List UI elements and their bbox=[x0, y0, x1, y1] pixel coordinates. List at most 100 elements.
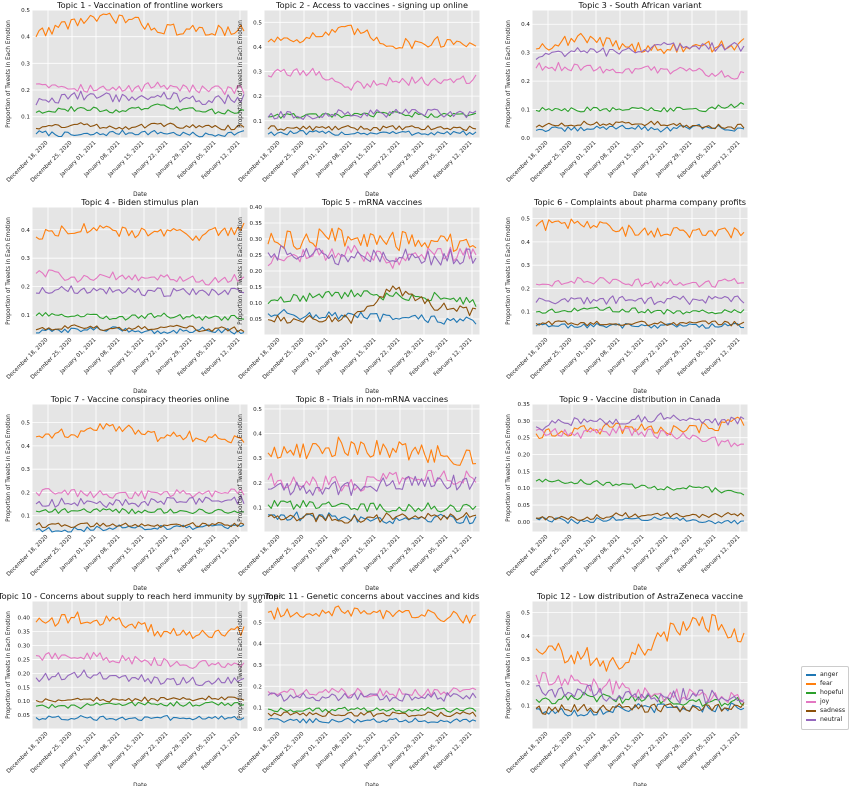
y-tick-label: 0.30 bbox=[518, 419, 531, 425]
legend-label-joy: joy bbox=[820, 698, 830, 705]
legend-label-neutral: neutral bbox=[820, 716, 843, 723]
series-line-anger bbox=[35, 129, 245, 138]
legend-item-sadness: sadness bbox=[806, 706, 848, 715]
series-line-joy bbox=[35, 488, 245, 500]
y-tick-label: 0.1 bbox=[521, 704, 530, 710]
series-line-sadness bbox=[35, 695, 245, 703]
series-line-hopeful bbox=[267, 706, 477, 713]
x-tick-label: December 18, 2020 bbox=[506, 534, 550, 578]
series-line-anger bbox=[535, 123, 745, 133]
x-tick-label: December 25, 2020 bbox=[530, 140, 574, 184]
series-line-sadness bbox=[267, 512, 477, 524]
y-axis-label: Proportion of Tweets in Each Emotion bbox=[238, 20, 244, 128]
y-tick-label: 0.20 bbox=[518, 453, 531, 459]
y-tick-label: 0.4 bbox=[253, 642, 262, 648]
y-tick-label: 0.3 bbox=[253, 70, 262, 76]
x-tick-label: December 18, 2020 bbox=[6, 140, 50, 184]
series-line-joy bbox=[535, 425, 745, 448]
y-tick-label: 0.35 bbox=[518, 402, 531, 408]
y-tick-label: 0.2 bbox=[253, 94, 262, 100]
legend-item-fear: fear bbox=[806, 679, 848, 688]
x-tick-label: December 25, 2020 bbox=[30, 731, 74, 775]
y-axis-label: Proportion of Tweets in Each Emotion bbox=[238, 414, 244, 522]
series-line-sadness bbox=[267, 285, 477, 324]
series-line-fear bbox=[267, 227, 477, 252]
legend-swatch-fear bbox=[806, 683, 816, 685]
y-axis-label: Proportion of Tweets in Each Emotion bbox=[6, 217, 12, 325]
y-tick-label: 0.1 bbox=[521, 310, 530, 316]
series-line-anger bbox=[35, 714, 245, 721]
y-tick-label: 0.40 bbox=[18, 616, 31, 622]
x-tick-label: December 25, 2020 bbox=[262, 140, 306, 184]
y-tick-label: 0.3 bbox=[253, 456, 262, 462]
series-line-hopeful bbox=[535, 478, 745, 496]
subplot-topic-6: Topic 6 - Complaints about pharma compan… bbox=[506, 197, 749, 395]
y-tick-label: 0.4 bbox=[253, 45, 262, 51]
y-tick-label: 0.35 bbox=[250, 221, 263, 227]
series-line-neutral bbox=[35, 494, 245, 508]
series-line-neutral bbox=[535, 295, 745, 306]
series-line-joy bbox=[35, 269, 245, 286]
series-line-hopeful bbox=[535, 306, 745, 315]
y-tick-label: 0.1 bbox=[21, 514, 30, 520]
subplot-topic-2: Topic 2 - Access to vaccines - signing u… bbox=[238, 0, 481, 198]
subplot-topic-12: Topic 12 - Low distribution of AstraZene… bbox=[506, 591, 749, 786]
x-tick-label: December 25, 2020 bbox=[530, 337, 574, 381]
x-tick-label: December 18, 2020 bbox=[6, 534, 50, 578]
series-line-hopeful bbox=[535, 102, 745, 113]
series-line-anger bbox=[36, 326, 245, 335]
y-tick-label: 0.5 bbox=[21, 8, 30, 14]
x-tick-label: December 18, 2020 bbox=[506, 731, 550, 775]
plot-area bbox=[531, 403, 749, 533]
y-axis-label: Proportion of Tweets in Each Emotion bbox=[506, 611, 512, 719]
series-line-fear bbox=[35, 611, 245, 640]
y-tick-label: 0.5 bbox=[521, 611, 530, 617]
y-tick-label: 0.2 bbox=[253, 684, 262, 690]
subplot-topic-3: Topic 3 - South African variant 0.0 0.1 0.2… bbox=[506, 0, 749, 198]
x-tick-label: December 18, 2020 bbox=[506, 140, 550, 184]
y-tick-label: 0.3 bbox=[21, 256, 30, 262]
y-axis-label: Proportion of Tweets in Each Emotion bbox=[238, 611, 244, 719]
series-line-sadness bbox=[35, 122, 245, 131]
series-line-sadness bbox=[535, 320, 745, 327]
subplot-topic-11: Topic 11 - Genetic concerns about vaccin… bbox=[238, 591, 481, 786]
x-axis-label: Date bbox=[365, 192, 379, 198]
y-tick-label: 0.3 bbox=[21, 467, 30, 473]
series-line-joy bbox=[267, 244, 477, 269]
series-line-fear bbox=[35, 423, 245, 444]
x-axis-label: Date bbox=[633, 586, 647, 592]
series-line-neutral bbox=[267, 691, 477, 702]
y-tick-label: 0.2 bbox=[21, 490, 30, 496]
y-tick-label: 0.30 bbox=[18, 644, 31, 650]
series-line-neutral bbox=[535, 412, 745, 431]
x-tick-label: December 25, 2020 bbox=[30, 534, 74, 578]
series-line-neutral bbox=[535, 41, 745, 60]
x-tick-label: December 25, 2020 bbox=[262, 731, 306, 775]
y-axis-label: Proportion of Tweets in Each Emotion bbox=[238, 217, 244, 325]
y-tick-label: 0.0 bbox=[253, 727, 262, 733]
y-tick-label: 0.6 bbox=[253, 599, 262, 605]
subplot-topic-5: Topic 5 - mRNA vaccines 0.05 0.10 0.15 0.20 0… bbox=[238, 197, 481, 395]
series-line-neutral bbox=[267, 108, 477, 120]
y-tick-label: 0.3 bbox=[253, 663, 262, 669]
series-line-anger bbox=[267, 308, 477, 325]
y-tick-label: 0.35 bbox=[18, 630, 31, 636]
series-line-fear bbox=[267, 605, 477, 624]
y-tick-label: 0.1 bbox=[253, 119, 262, 125]
x-tick-label: December 25, 2020 bbox=[262, 337, 306, 381]
x-tick-label: December 18, 2020 bbox=[238, 140, 282, 184]
series-line-anger bbox=[535, 516, 745, 525]
y-tick-label: 0.3 bbox=[521, 263, 530, 269]
series-line-sadness bbox=[35, 324, 245, 333]
legend-swatch-sadness bbox=[806, 710, 816, 712]
y-tick-label: 0.5 bbox=[521, 217, 530, 223]
subplot-title: Topic 12 - Low distribution of AstraZene… bbox=[536, 591, 743, 601]
subplot-topic-4: Topic 4 - Biden stimulus plan 0.1 0.2 0.3 0.… bbox=[6, 197, 249, 395]
legend-item-hopeful: hopeful bbox=[806, 688, 848, 697]
legend: anger fear hopeful joy sadness neutral bbox=[801, 666, 849, 730]
subplot-topic-1: Topic 1 - Vaccination of frontline worke… bbox=[6, 0, 249, 198]
legend-item-joy: joy bbox=[806, 697, 848, 706]
series-line-fear bbox=[267, 436, 477, 466]
series-line-anger bbox=[535, 702, 745, 717]
